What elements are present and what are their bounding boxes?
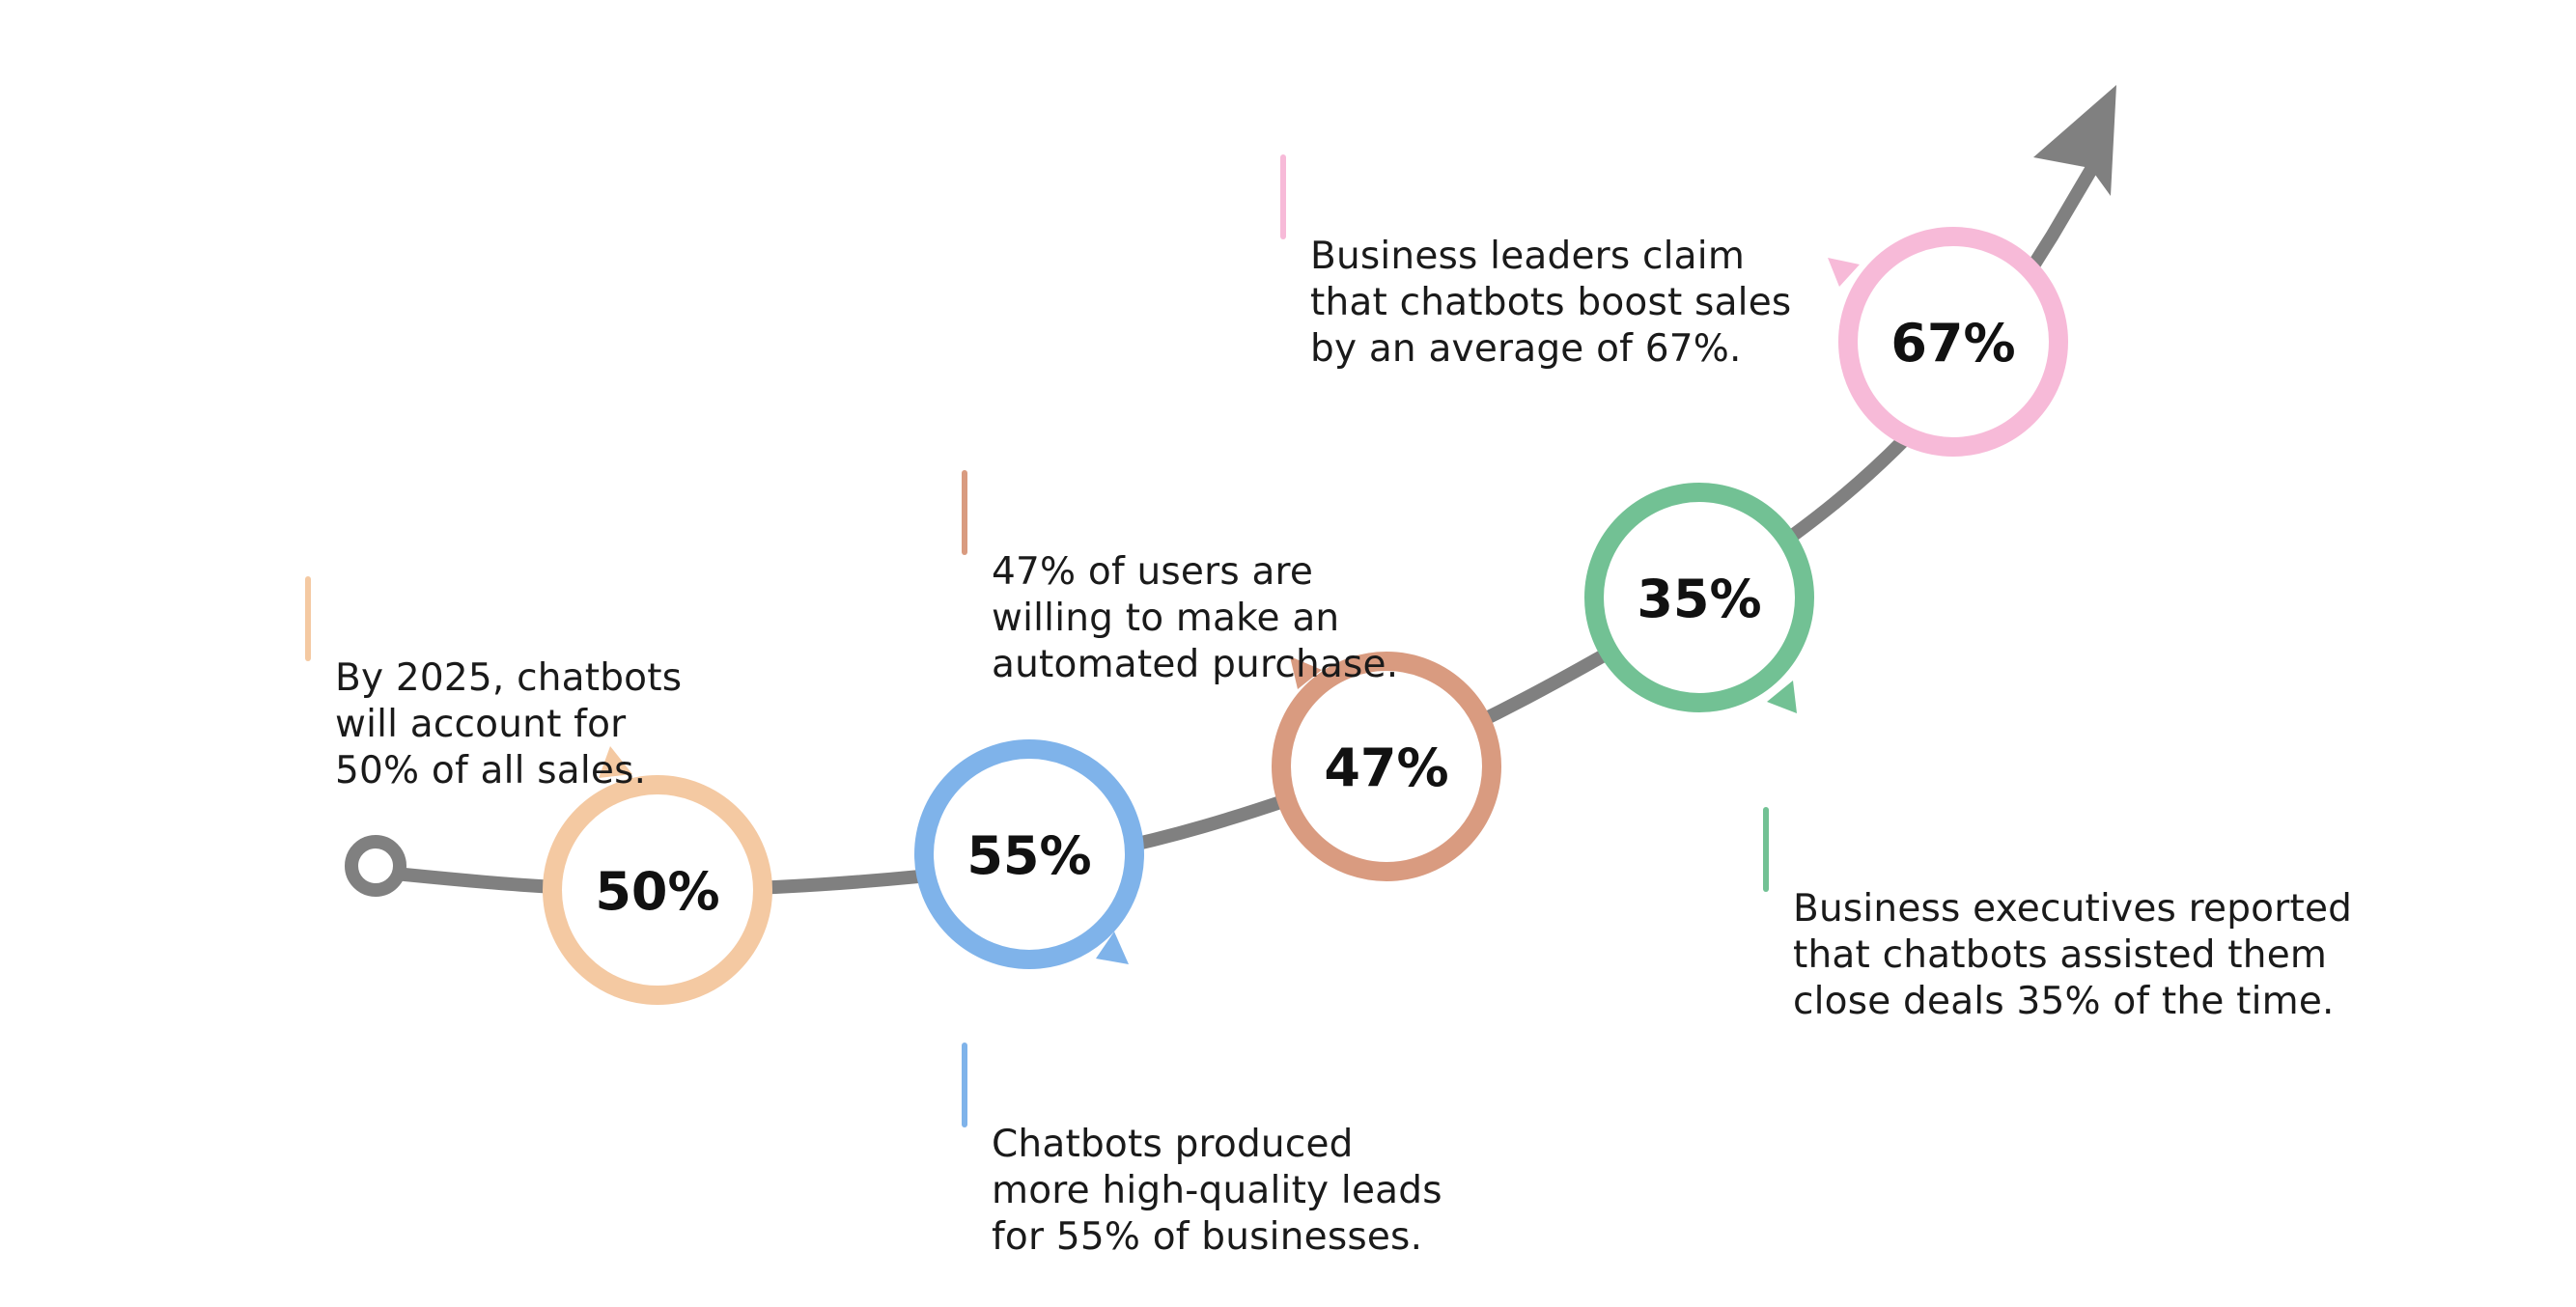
- direction-marker-icon: [599, 746, 632, 778]
- caption-text: By 2025, chatbots will account for 50% o…: [335, 656, 683, 793]
- milestone-67: 67%: [1828, 227, 2068, 457]
- milestone-ring: [1838, 227, 2068, 457]
- milestone-value: 47%: [1324, 737, 1448, 798]
- caption-50-sales: By 2025, chatbots will account for 50% o…: [305, 563, 741, 841]
- milestone-ring: [1272, 652, 1501, 881]
- milestone-55: 55%: [914, 739, 1144, 969]
- caption-accent-bar: [962, 1043, 967, 1127]
- arrow-head-icon: [2033, 85, 2116, 196]
- milestone-ring: [1584, 483, 1814, 712]
- direction-marker-icon: [1290, 656, 1322, 689]
- caption-text: Chatbots produced more high-quality lead…: [992, 1123, 1442, 1259]
- milestone-value: 35%: [1637, 569, 1761, 629]
- caption-accent-bar: [305, 576, 311, 661]
- caption-67-sales-boost: Business leaders claim that chatbots boo…: [1280, 141, 1851, 419]
- milestone-ring: [914, 739, 1144, 969]
- caption-accent-bar: [962, 470, 967, 555]
- caption-55-leads: Chatbots produced more high-quality lead…: [962, 1029, 1494, 1307]
- caption-accent-bar: [1763, 807, 1769, 892]
- caption-text: Business executives reported that chatbo…: [1793, 887, 2353, 1023]
- milestone-ring: [543, 775, 772, 1005]
- caption-text: Business leaders claim that chatbots boo…: [1310, 235, 1792, 371]
- caption-text: 47% of users are willing to make an auto…: [992, 550, 1399, 686]
- milestone-value: 67%: [1890, 313, 2015, 374]
- caption-accent-bar: [1280, 154, 1286, 239]
- growth-path-diagram: 50% 55% 47% 35% 67%: [345, 85, 2116, 1005]
- direction-marker-icon: [1767, 681, 1797, 713]
- caption-47-purchase: 47% of users are willing to make an auto…: [962, 457, 1436, 735]
- milestone-35: 35%: [1584, 483, 1814, 713]
- milestone-value: 50%: [595, 861, 719, 922]
- path-start-ring: [345, 835, 406, 897]
- milestone-50: 50%: [543, 746, 772, 1005]
- milestone-47: 47%: [1272, 652, 1501, 881]
- milestone-value: 55%: [966, 825, 1091, 886]
- direction-marker-icon: [1096, 932, 1129, 964]
- caption-35-deals: Business executives reported that chatbo…: [1763, 793, 2411, 1071]
- direction-marker-icon: [1828, 258, 1860, 287]
